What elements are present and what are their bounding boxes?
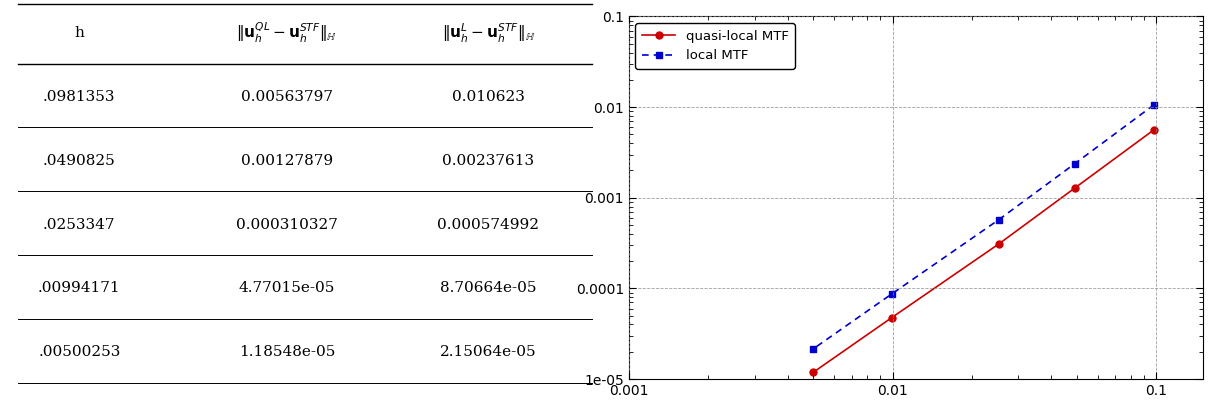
Text: 0.00563797: 0.00563797 (241, 90, 333, 104)
Text: 0.010623: 0.010623 (452, 90, 525, 104)
quasi-local MTF (1067, 186, 1082, 191)
quasi-local MTF (884, 315, 899, 320)
Text: $\|\mathbf{u}_h^{QL} - \mathbf{u}_h^{STF}\|_{\mathbb{H}}$: $\|\mathbf{u}_h^{QL} - \mathbf{u}_h^{STF… (237, 21, 337, 45)
quasi-local MTF (1147, 127, 1161, 132)
Text: h: h (74, 26, 84, 40)
Text: .00994171: .00994171 (38, 281, 121, 295)
local MTF (1067, 161, 1082, 166)
Text: 0.00127879: 0.00127879 (241, 154, 333, 168)
Text: 8.70664e-05: 8.70664e-05 (440, 281, 537, 295)
quasi-local MTF (806, 370, 821, 375)
Text: 4.77015e-05: 4.77015e-05 (239, 281, 335, 295)
Legend: quasi-local MTF, local MTF: quasi-local MTF, local MTF (635, 23, 795, 69)
Text: 1.18548e-05: 1.18548e-05 (239, 345, 335, 359)
Text: .0490825: .0490825 (43, 154, 116, 168)
local MTF (1147, 102, 1161, 107)
local MTF (884, 291, 899, 296)
Text: $\|\mathbf{u}_h^{L} - \mathbf{u}_h^{STF}\|_{\mathbb{H}}$: $\|\mathbf{u}_h^{L} - \mathbf{u}_h^{STF}… (442, 21, 535, 44)
Text: 0.00237613: 0.00237613 (442, 154, 535, 168)
quasi-local MTF (991, 241, 1006, 246)
Text: .00500253: .00500253 (38, 345, 121, 359)
local MTF (991, 217, 1006, 222)
Text: 0.000574992: 0.000574992 (437, 218, 540, 232)
Text: 0.000310327: 0.000310327 (236, 218, 338, 232)
local MTF (806, 346, 821, 351)
Line: local MTF: local MTF (810, 101, 1158, 352)
Text: .0981353: .0981353 (43, 90, 116, 104)
Text: 2.15064e-05: 2.15064e-05 (440, 345, 537, 359)
Text: .0253347: .0253347 (43, 218, 116, 232)
Line: quasi-local MTF: quasi-local MTF (810, 126, 1158, 376)
